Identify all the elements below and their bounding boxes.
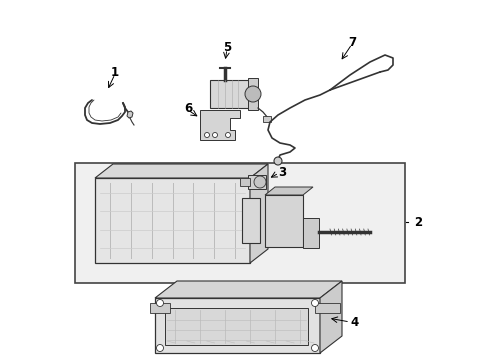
Polygon shape — [95, 164, 267, 178]
Bar — [240, 178, 249, 186]
Bar — [155, 298, 319, 353]
Circle shape — [311, 300, 318, 306]
Polygon shape — [264, 187, 312, 195]
Text: 4: 4 — [350, 316, 358, 329]
Polygon shape — [155, 281, 341, 298]
Bar — [209, 80, 249, 108]
Text: 1: 1 — [111, 66, 119, 78]
Circle shape — [311, 345, 318, 351]
Bar — [164, 308, 307, 345]
Bar — [263, 116, 270, 122]
Bar — [264, 195, 303, 247]
Polygon shape — [150, 303, 170, 313]
Circle shape — [156, 345, 163, 351]
Polygon shape — [314, 303, 339, 313]
Text: 2: 2 — [413, 216, 421, 229]
Circle shape — [253, 176, 265, 188]
Circle shape — [156, 300, 163, 306]
Polygon shape — [200, 110, 240, 140]
Bar — [75, 163, 404, 283]
Polygon shape — [127, 111, 133, 118]
Text: 7: 7 — [347, 36, 355, 49]
Circle shape — [212, 132, 217, 138]
Bar — [242, 198, 260, 243]
Circle shape — [225, 132, 230, 138]
Circle shape — [244, 86, 261, 102]
Circle shape — [273, 157, 282, 165]
Circle shape — [204, 132, 209, 138]
Text: 6: 6 — [183, 102, 192, 114]
Polygon shape — [319, 281, 341, 353]
Text: 3: 3 — [277, 166, 285, 179]
Text: 5: 5 — [223, 41, 231, 54]
Bar — [247, 78, 258, 110]
Polygon shape — [249, 164, 267, 263]
Bar — [247, 175, 265, 189]
Bar — [95, 178, 249, 263]
Bar — [303, 218, 318, 248]
